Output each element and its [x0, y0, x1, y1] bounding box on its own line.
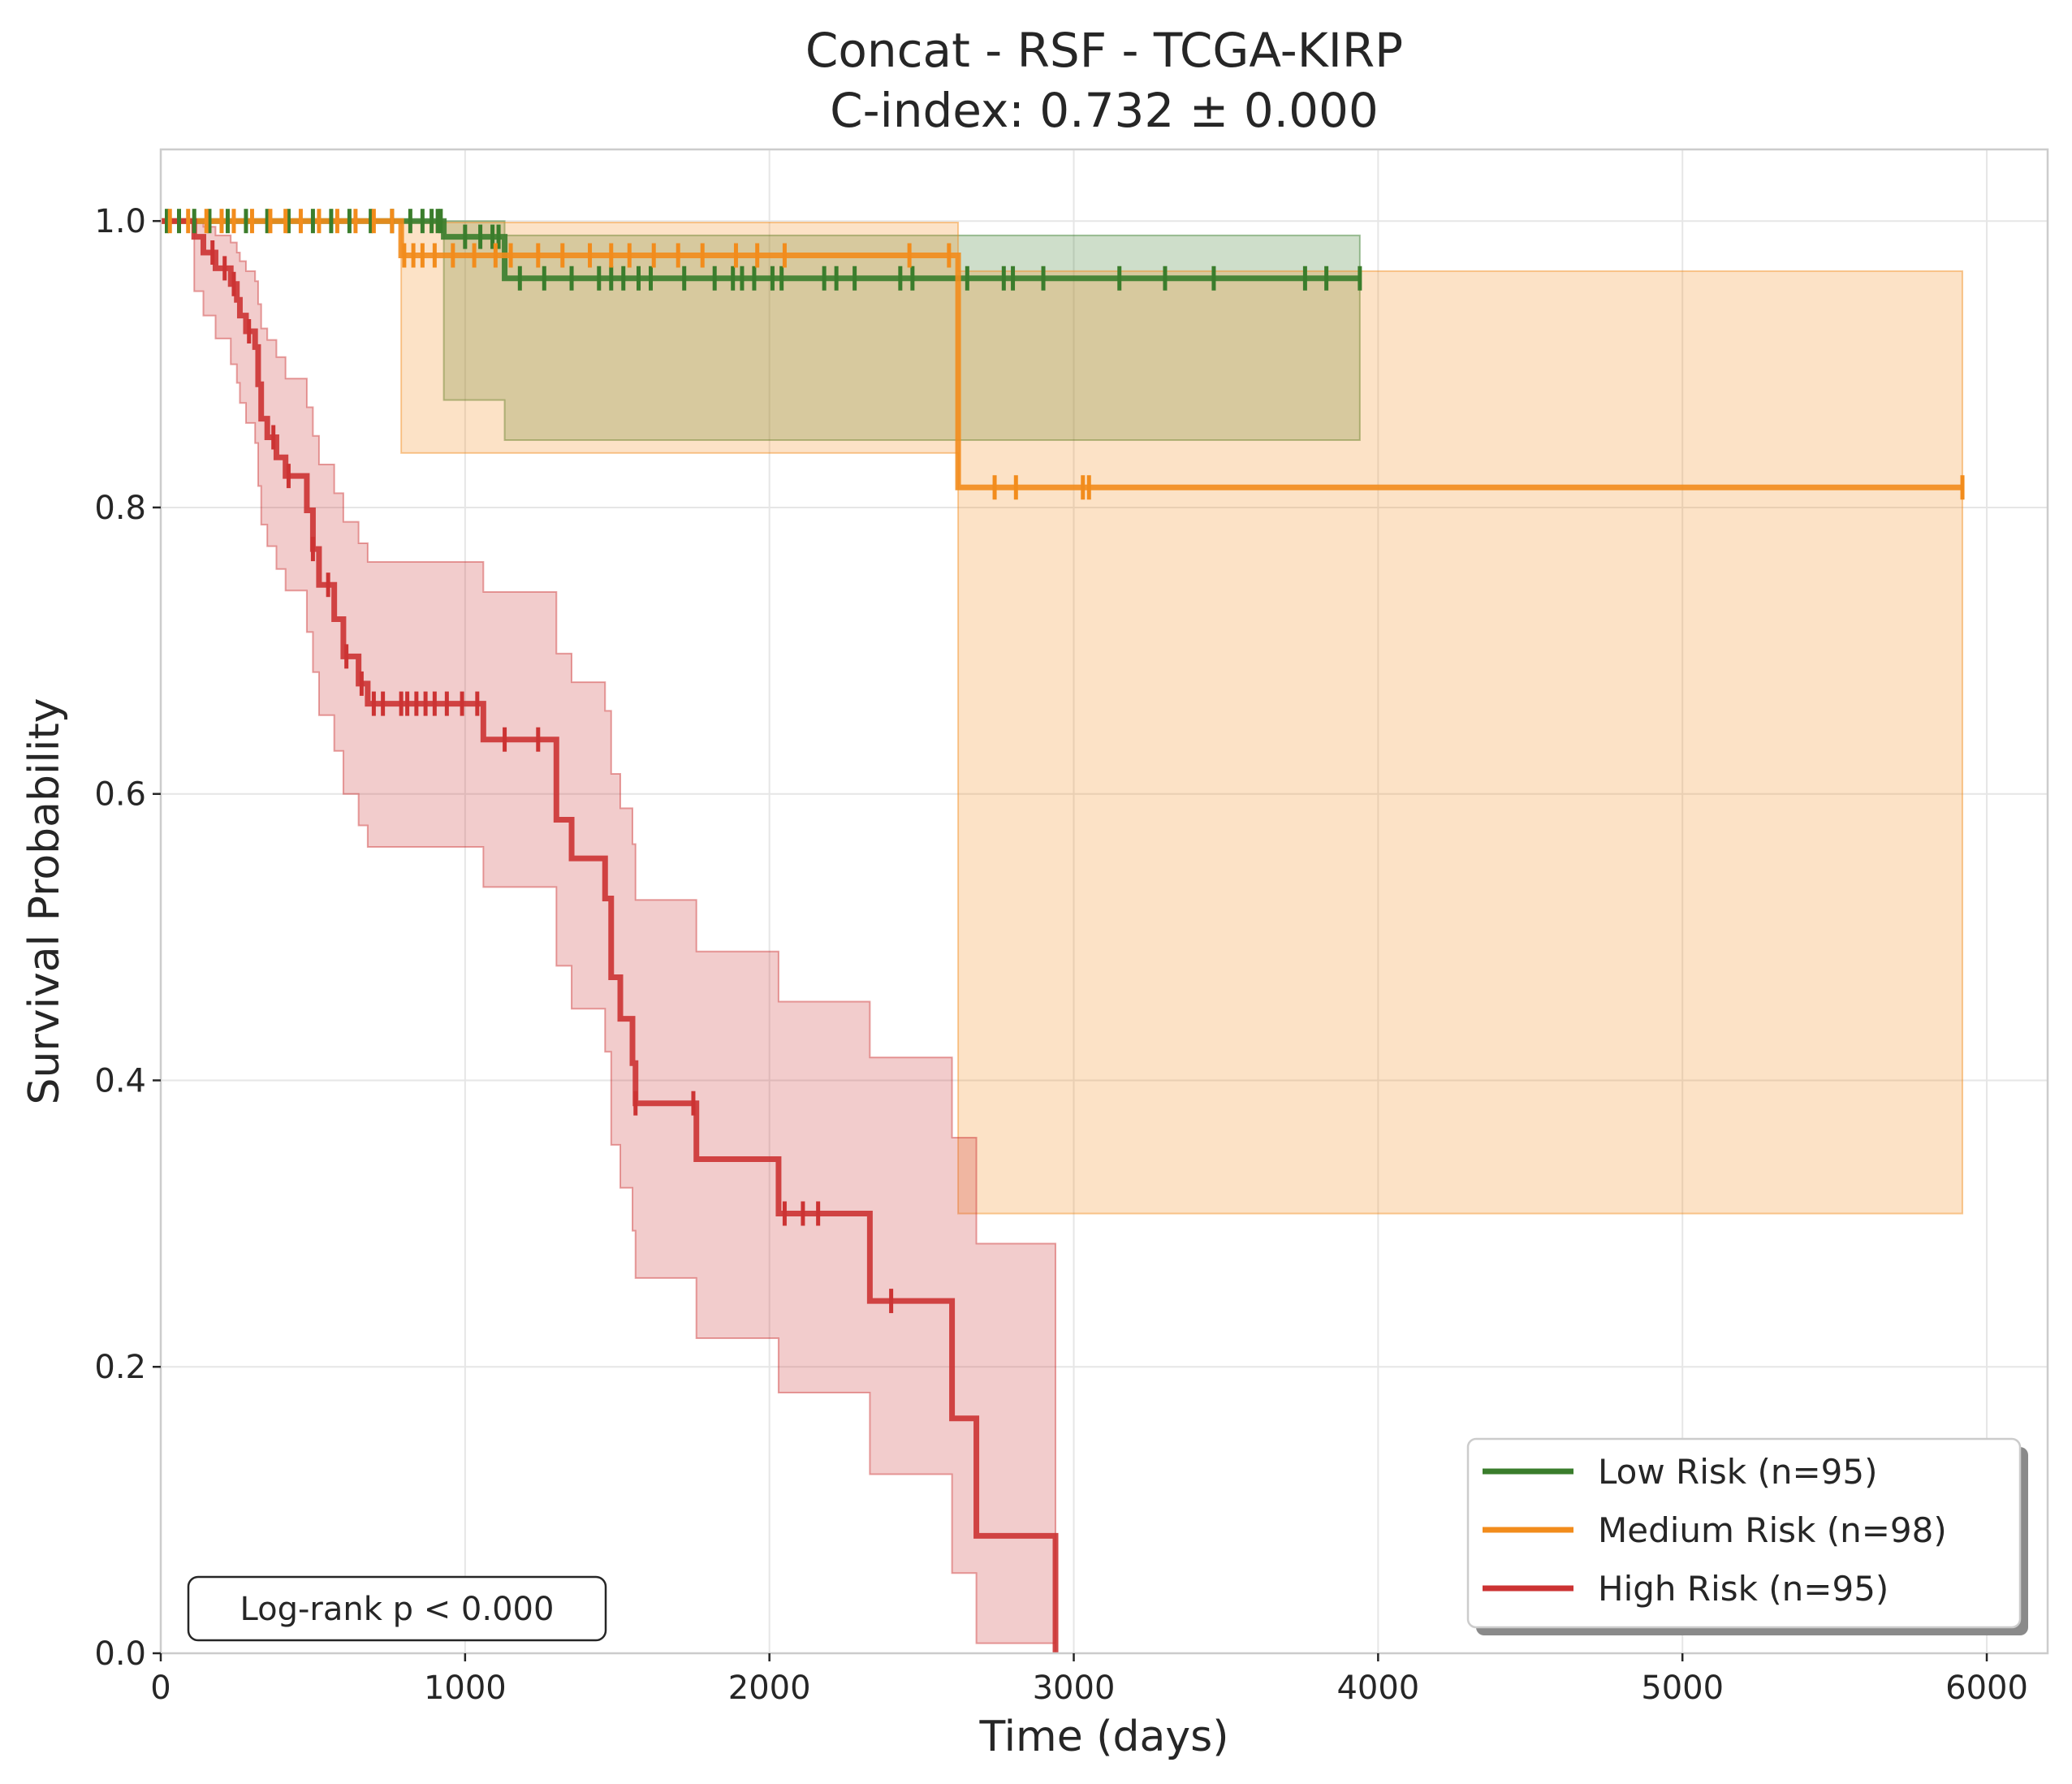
plot-area: [161, 149, 2048, 1653]
x-axis-ticks: 0 1000 2000 3000 4000 5000 6000: [150, 1653, 2028, 1707]
logrank-annotation: Log-rank p < 0.000: [187, 1575, 607, 1642]
y-axis-ticks: 0.0 0.2 0.4 0.6 0.8 1.0: [94, 203, 161, 1673]
censor-marks: [164, 209, 1965, 1314]
x-tick-label: 0: [150, 1670, 171, 1707]
y-tick-label: 0.8: [94, 490, 146, 527]
x-tick-label: 3000: [1033, 1670, 1116, 1707]
legend-label-high: High Risk (n=95): [1598, 1569, 1889, 1609]
legend-box: [1466, 1437, 2022, 1629]
x-tick-label: 6000: [1945, 1670, 2028, 1707]
x-tick-label: 1000: [424, 1670, 507, 1707]
x-tick-label: 5000: [1641, 1670, 1724, 1707]
y-tick-label: 0.2: [94, 1349, 146, 1386]
legend-label-low: Low Risk (n=95): [1598, 1452, 1878, 1492]
chart-title: Concat - RSF - TCGA-KIRP: [805, 23, 1403, 78]
x-tick-label: 2000: [728, 1670, 811, 1707]
y-tick-label: 0.4: [94, 1062, 146, 1099]
chart-subtitle: C-index: 0.732 ± 0.000: [830, 83, 1379, 138]
y-axis-title: Survival Probability: [20, 698, 69, 1104]
x-tick-label: 4000: [1336, 1670, 1419, 1707]
annotation-box: [187, 1575, 607, 1642]
plot-frame: [159, 148, 2049, 1655]
annotation-text: Log-rank p < 0.000: [240, 1591, 555, 1628]
legend: Low Risk (n=95) Medium Risk (n=98) High …: [1466, 1437, 2028, 1635]
y-tick-label: 0.0: [94, 1635, 146, 1673]
curve-high: [161, 218, 1059, 1653]
y-tick-label: 1.0: [94, 203, 146, 240]
ci-band-high: [161, 220, 1057, 1653]
x-axis-title: Time (days): [978, 1713, 1228, 1761]
legend-label-medium: Medium Risk (n=98): [1598, 1510, 1947, 1550]
y-tick-label: 0.6: [94, 776, 146, 814]
